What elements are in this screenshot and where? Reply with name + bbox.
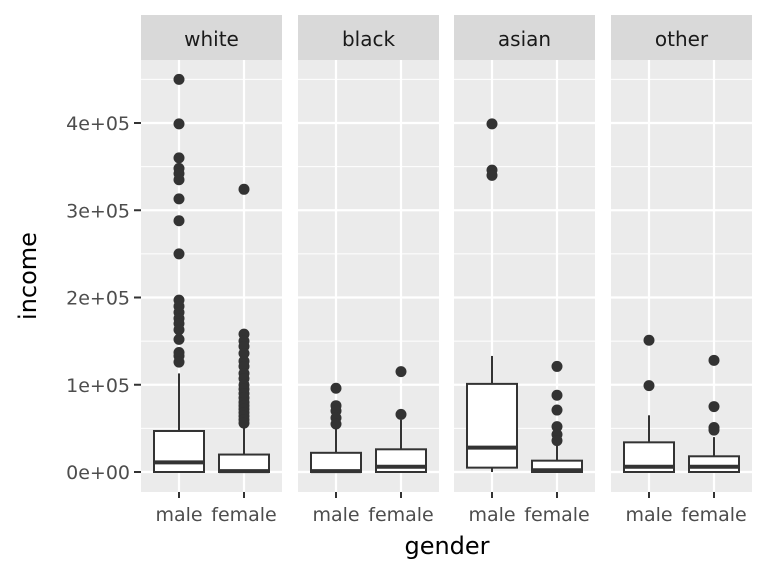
outlier-point bbox=[173, 248, 185, 260]
x-tick-label: female bbox=[524, 504, 590, 526]
box-body bbox=[466, 382, 518, 469]
y-tick-label: 4e+05 bbox=[66, 113, 130, 135]
outlier-point bbox=[173, 215, 185, 227]
facet-strip bbox=[141, 15, 282, 60]
outlier-point bbox=[330, 418, 342, 430]
outlier-point bbox=[173, 152, 185, 164]
outlier-point bbox=[486, 118, 498, 130]
outlier-point bbox=[173, 73, 185, 85]
box-female bbox=[688, 354, 740, 474]
outlier-point bbox=[395, 366, 407, 378]
box-male bbox=[310, 382, 362, 474]
box-body bbox=[153, 429, 205, 473]
box-male bbox=[153, 73, 205, 473]
facet-white: white male female bbox=[141, 15, 282, 526]
y-tick-label: 2e+05 bbox=[66, 288, 130, 310]
outlier-point bbox=[173, 333, 185, 345]
box-male bbox=[623, 334, 675, 473]
facet-other: other male female bbox=[611, 15, 752, 526]
box-female bbox=[531, 360, 583, 474]
outlier-point bbox=[330, 382, 342, 394]
outlier-point bbox=[551, 404, 563, 416]
y-axis: 0e+00 1e+05 2e+05 3e+05 4e+05 bbox=[66, 113, 141, 484]
outlier-point bbox=[486, 169, 498, 181]
outlier-point bbox=[551, 435, 563, 447]
facet-strip-label: asian bbox=[498, 27, 551, 51]
facet-strip-label: other bbox=[655, 27, 709, 51]
x-tick-label: male bbox=[625, 504, 672, 526]
outlier-point bbox=[238, 347, 250, 359]
box-female bbox=[218, 183, 270, 474]
facet-strip-label: black bbox=[342, 27, 396, 51]
y-tick-label: 3e+05 bbox=[66, 200, 130, 222]
x-tick-label: male bbox=[155, 504, 202, 526]
panel-background bbox=[611, 60, 752, 492]
facet-strip-label: white bbox=[184, 27, 239, 51]
x-tick-label: female bbox=[681, 504, 747, 526]
facet-strip bbox=[611, 15, 752, 60]
box-female bbox=[375, 366, 427, 474]
outlier-point bbox=[238, 183, 250, 195]
x-tick-label: female bbox=[211, 504, 277, 526]
outlier-point bbox=[551, 360, 563, 372]
outlier-point bbox=[643, 380, 655, 392]
outlier-point bbox=[173, 356, 185, 368]
box-male bbox=[466, 118, 518, 472]
outlier-point bbox=[238, 417, 250, 429]
x-tick-label: male bbox=[468, 504, 515, 526]
outlier-point bbox=[551, 389, 563, 401]
outlier-point bbox=[173, 193, 185, 205]
x-tick-label: female bbox=[368, 504, 434, 526]
outlier-point bbox=[551, 421, 563, 433]
y-tick-label: 0e+00 bbox=[66, 462, 130, 484]
outlier-point bbox=[708, 354, 720, 366]
x-axis-title: gender bbox=[404, 532, 489, 560]
outlier-point bbox=[643, 334, 655, 346]
facet-strip bbox=[298, 15, 439, 60]
box-body bbox=[688, 455, 740, 474]
facet-strip bbox=[454, 15, 595, 60]
outlier-point bbox=[708, 424, 720, 436]
outlier-point bbox=[173, 174, 185, 186]
y-axis-title: income bbox=[14, 232, 42, 320]
facet-asian: asian male female bbox=[454, 15, 595, 526]
x-tick-label: male bbox=[312, 504, 359, 526]
outlier-point bbox=[708, 401, 720, 413]
box-body bbox=[310, 451, 362, 473]
outlier-point bbox=[395, 408, 407, 420]
outlier-point bbox=[173, 324, 185, 336]
y-tick-label: 1e+05 bbox=[66, 375, 130, 397]
panel-background bbox=[141, 60, 282, 492]
panel-background bbox=[298, 60, 439, 492]
outlier-point bbox=[173, 118, 185, 130]
facet-black: black male female bbox=[298, 15, 439, 526]
